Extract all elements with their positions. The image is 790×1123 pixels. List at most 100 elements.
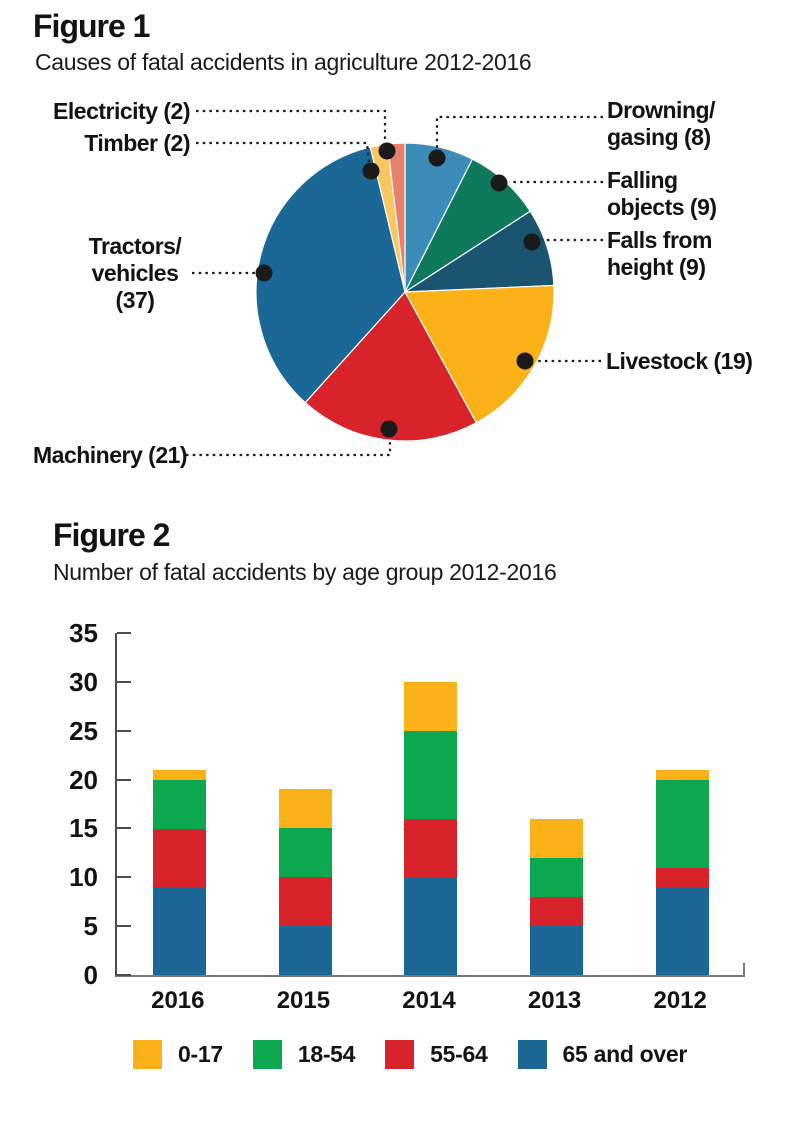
x-axis-label-2015: 2015 bbox=[276, 987, 331, 1014]
stacked-bar-chart: 35 30 25 20 15 10 5 0 2016 2015 2014 2013 2012 0-17… bbox=[0, 610, 790, 1123]
y-axis-label-20: 20 bbox=[69, 764, 98, 795]
bar-stack-2014 bbox=[404, 681, 458, 975]
bars-container bbox=[117, 633, 745, 975]
x-axis-end-tick bbox=[743, 963, 745, 975]
y-axis-tick bbox=[117, 778, 131, 781]
bar-segment-2015-0-17 bbox=[278, 789, 332, 829]
y-axis-label-25: 25 bbox=[69, 715, 98, 746]
y-axis-tick bbox=[117, 680, 131, 683]
legend-label-65-and-over: 65 and over bbox=[562, 1041, 688, 1067]
legend-swatch-65-and-over bbox=[517, 1040, 547, 1069]
pie-label-text: (37) bbox=[115, 287, 155, 313]
pie-label-text: Electricity (2) bbox=[53, 98, 190, 124]
pie-slice-livestock bbox=[404, 284, 555, 424]
bar-column-2014 bbox=[368, 633, 494, 975]
x-axis-labels: 2016 2015 2014 2013 2012 bbox=[115, 987, 743, 1015]
leader-line-machinery bbox=[186, 438, 392, 457]
pie-label-text: height (9) bbox=[607, 254, 706, 280]
bar-column-2016 bbox=[117, 633, 243, 975]
legend-item-0-17: 0-17 bbox=[133, 1040, 223, 1069]
x-axis-label-2016: 2016 bbox=[151, 987, 205, 1014]
pie-label-text: gasing (8) bbox=[607, 124, 711, 150]
pie-label-electricity: Electricity (2) bbox=[34, 98, 190, 125]
y-axis-tick bbox=[117, 925, 131, 928]
bar-column-2013 bbox=[494, 633, 620, 975]
bar-segment-2012-65-and-over bbox=[655, 887, 709, 975]
bar-segment-2016-55-64 bbox=[153, 828, 207, 888]
bar-stack-2013 bbox=[530, 818, 584, 975]
x-axis-label-2013: 2013 bbox=[527, 987, 582, 1014]
legend-swatch-0-17 bbox=[133, 1040, 162, 1069]
bar-segment-2015-18-54 bbox=[278, 828, 332, 878]
bar-segment-2015-65-and-over bbox=[278, 926, 332, 975]
bar-column-2015 bbox=[243, 633, 369, 975]
figure2-title: Figure 2 bbox=[53, 517, 170, 553]
leader-dot-falling-objects bbox=[490, 174, 508, 192]
leader-dot-electricity bbox=[378, 142, 396, 160]
x-axis-label-2012: 2012 bbox=[653, 987, 707, 1014]
pie-label-text: Falling bbox=[607, 167, 678, 193]
chart-legend: 0-17 18-54 55-64 65 and over bbox=[133, 1040, 687, 1069]
y-axis-tick bbox=[117, 876, 131, 879]
legend-item-55-64: 55-64 bbox=[385, 1040, 488, 1069]
legend-swatch-18-54 bbox=[252, 1040, 282, 1069]
pie-label-text: Machinery (21) bbox=[33, 442, 188, 468]
y-axis-label-15: 15 bbox=[69, 813, 98, 844]
legend-swatch-55-64 bbox=[385, 1040, 415, 1069]
leader-dot-drowning-gasing bbox=[428, 149, 446, 167]
legend-label-18-54: 18-54 bbox=[297, 1041, 356, 1067]
y-axis-label-30: 30 bbox=[69, 666, 98, 697]
bar-segment-2012-0-17 bbox=[655, 769, 709, 780]
pie-chart: Electricity (2) Timber (2) Tractors/ veh… bbox=[0, 85, 790, 510]
y-axis-label-0: 0 bbox=[83, 960, 98, 990]
legend-item-65-and-over: 65 and over bbox=[517, 1040, 688, 1069]
pie-slice-tractors-vehicles bbox=[255, 146, 406, 404]
pie-label-text: Livestock (19) bbox=[606, 348, 753, 374]
pie-label-text: Tractors/ bbox=[88, 233, 182, 259]
legend-item-18-54: 18-54 bbox=[252, 1040, 356, 1069]
pie-label-text: Timber (2) bbox=[84, 130, 190, 156]
pie-label-falling-objects: Falling objects (9) bbox=[607, 167, 717, 221]
legend-label-0-17: 0-17 bbox=[178, 1041, 223, 1067]
leader-dot-machinery bbox=[380, 420, 398, 438]
bar-segment-2014-18-54 bbox=[404, 730, 458, 819]
pie-label-falls-from-height: Falls from height (9) bbox=[607, 227, 712, 281]
bar-segment-2016-65-and-over bbox=[153, 887, 207, 975]
x-axis-label-2014: 2014 bbox=[402, 987, 456, 1014]
bar-segment-2012-55-64 bbox=[655, 867, 709, 888]
pie-label-timber: Timber (2) bbox=[38, 130, 190, 157]
figure1-subtitle: Causes of fatal accidents in agriculture… bbox=[35, 49, 532, 75]
pie-svg bbox=[186, 109, 603, 457]
bar-segment-2013-55-64 bbox=[530, 896, 584, 927]
pie-label-tractors-vehicles: Tractors/ vehicles (37) bbox=[55, 233, 215, 314]
bar-segment-2014-0-17 bbox=[404, 681, 458, 731]
leader-dot-falls-from-height bbox=[523, 233, 541, 251]
bar-column-2012 bbox=[619, 633, 745, 975]
y-axis-label-35: 35 bbox=[69, 618, 98, 648]
y-axis-tick bbox=[117, 827, 131, 830]
leader-dot-timber bbox=[362, 162, 380, 180]
bar-segment-2013-65-and-over bbox=[530, 926, 584, 975]
pie-slice-machinery bbox=[304, 290, 478, 442]
leader-dot-livestock bbox=[516, 352, 534, 370]
bar-segment-2014-65-and-over bbox=[404, 877, 458, 975]
y-axis-label-10: 10 bbox=[69, 862, 98, 893]
pie-label-text: Drowning/ bbox=[607, 97, 715, 123]
pie-label-text: vehicles bbox=[91, 260, 179, 286]
pie-label-text: Falls from bbox=[607, 227, 712, 253]
leader-line-electricity bbox=[196, 109, 387, 142]
y-axis-label-5: 5 bbox=[83, 911, 98, 942]
leader-line-drowning-gasing bbox=[435, 115, 603, 148]
bar-segment-2012-18-54 bbox=[655, 779, 709, 868]
leader-dot-tractors-vehicles bbox=[255, 264, 273, 282]
pie-label-machinery: Machinery (21) bbox=[33, 442, 188, 469]
plot-area bbox=[115, 632, 745, 977]
figure1-title: Figure 1 bbox=[33, 8, 150, 44]
pie-label-text: objects (9) bbox=[607, 194, 717, 220]
bar-segment-2016-0-17 bbox=[153, 769, 207, 780]
bar-segment-2014-55-64 bbox=[404, 818, 458, 878]
y-axis-tick bbox=[117, 729, 131, 732]
figure2-subtitle: Number of fatal accidents by age group 2… bbox=[53, 559, 557, 585]
bar-stack-2012 bbox=[655, 769, 709, 975]
bar-segment-2013-0-17 bbox=[530, 818, 584, 858]
